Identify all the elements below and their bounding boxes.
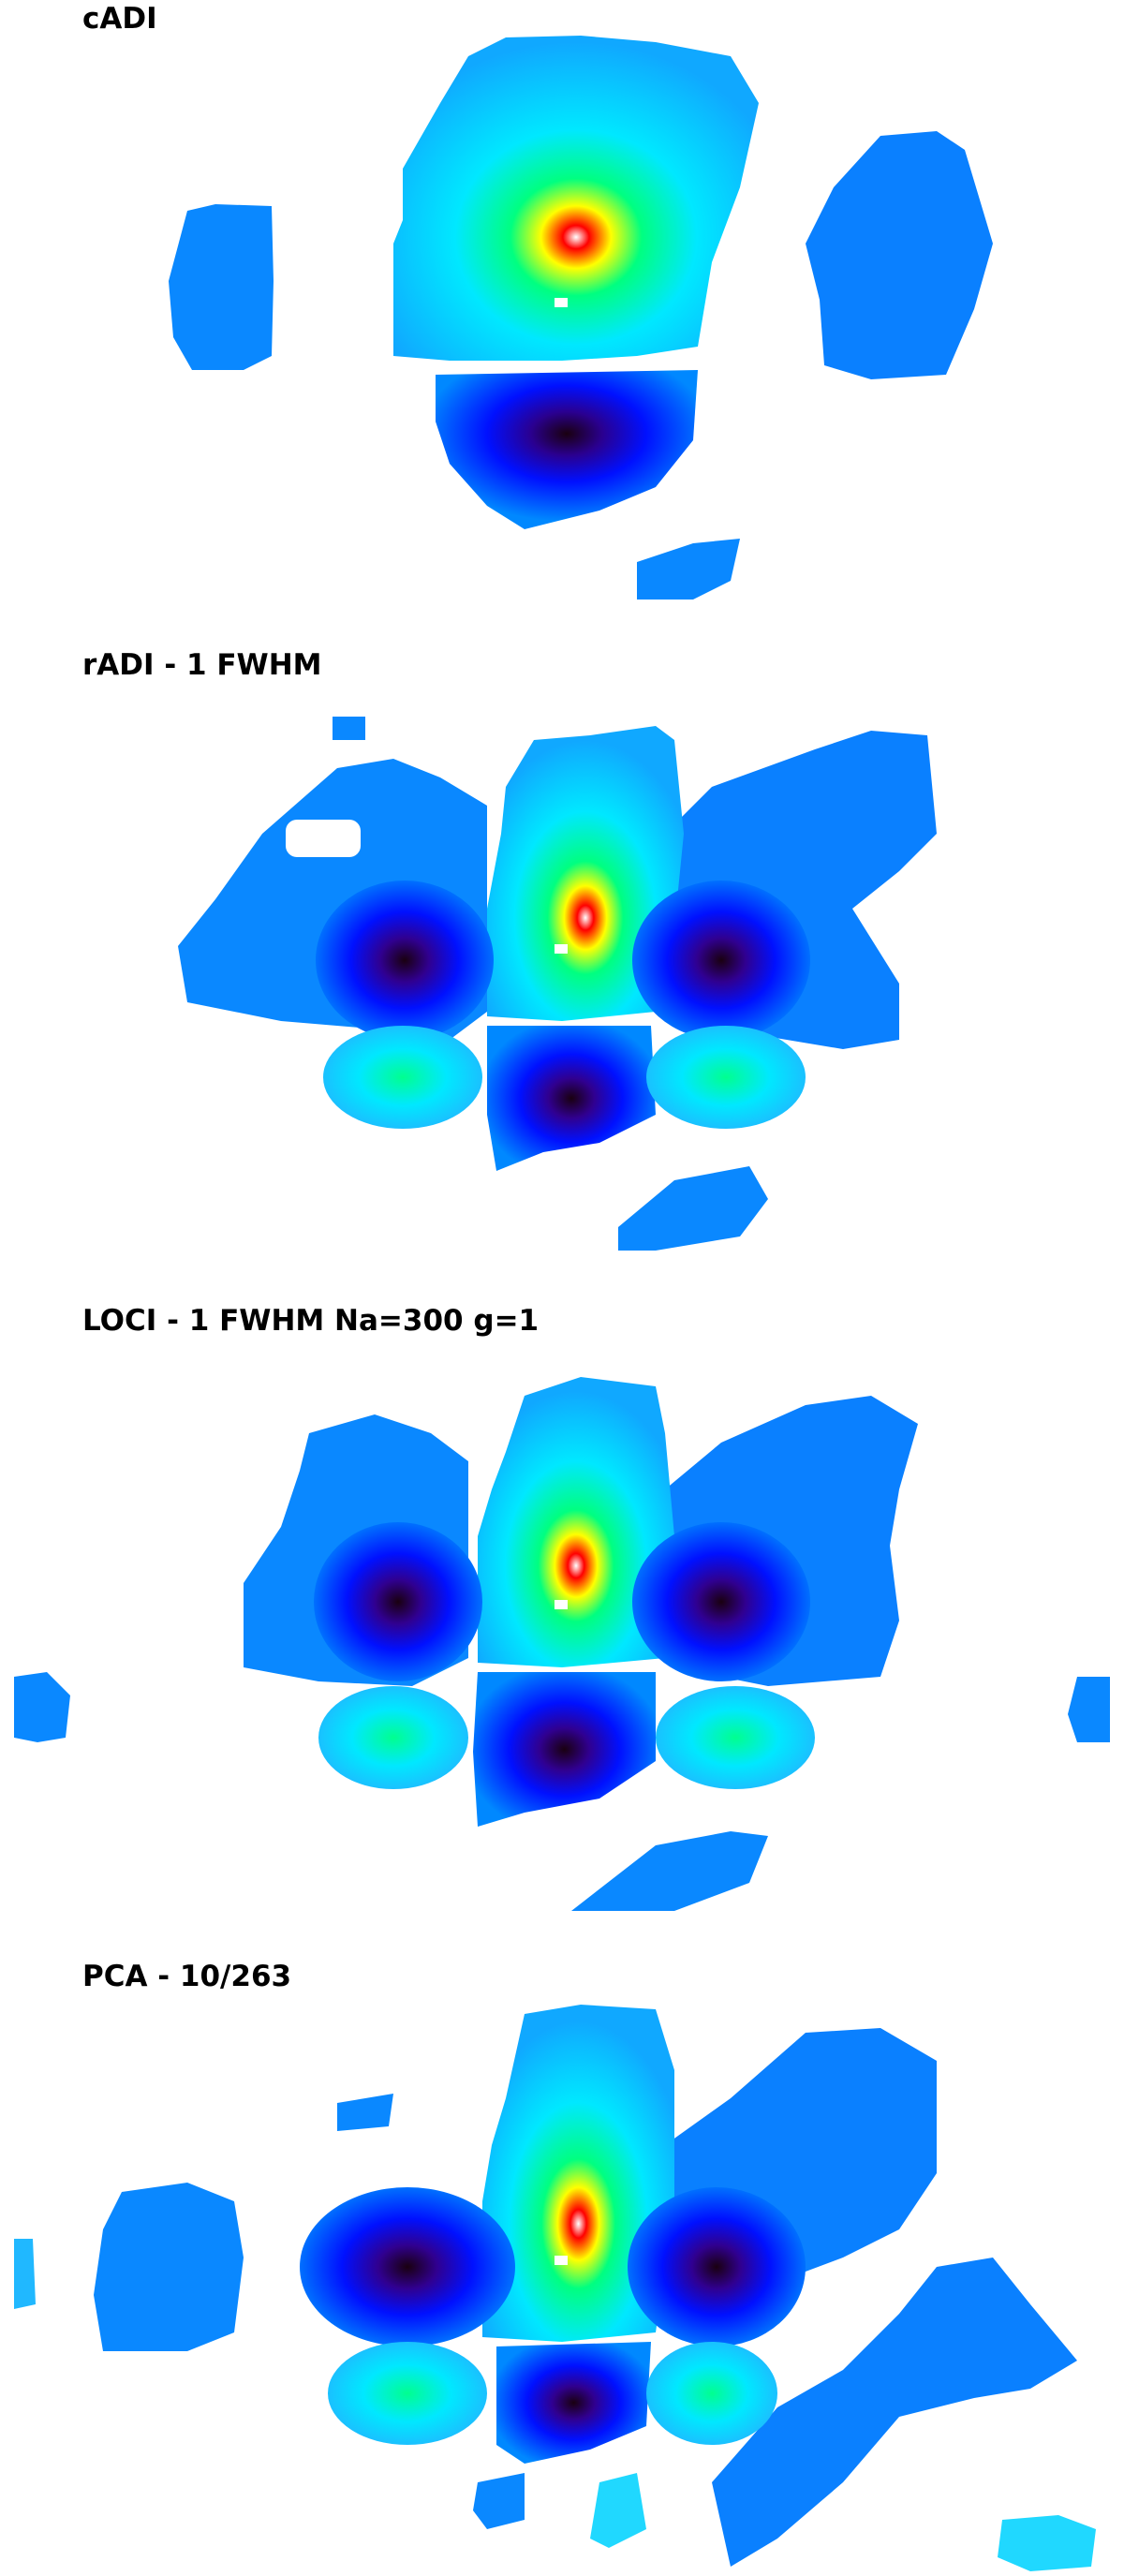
residual-map-cadi [169,36,993,600]
peak-pixel [555,2256,568,2265]
positive-lobe-bottom-right [646,1026,806,1129]
bottom-blob-left [473,2473,525,2529]
small-blob [333,717,365,740]
peak-pixel [555,944,568,954]
bottom-blob-cyan [590,2473,646,2548]
panel-cadi: cADI [0,0,1124,656]
panel-title: PCA - 10/263 [82,1960,292,1993]
bottom-blob [637,539,740,600]
negative-lobe-right [632,881,810,1040]
edge-blob-right [1068,1677,1110,1742]
positive-lobe-bottom-right [656,1686,815,1789]
panel-title: cADI [82,2,157,36]
positive-lobe [393,36,759,361]
panel-pca: PCA - 10/263 [0,1958,1124,2576]
small-blob-top [337,2094,393,2131]
outer-halo-bottom-right [712,2258,1077,2567]
bottom-blob [618,1166,768,1251]
residual-map-loci [14,1377,1110,1911]
positive-lobe [478,1377,674,1667]
positive-lobe-bottom-left [323,1026,482,1129]
edge-blob-left [14,2239,36,2309]
corner-blob [998,2515,1096,2571]
positive-lobe [482,2005,674,2342]
panel-radi: rADI - 1 FWHM [0,646,1124,1302]
negative-lobe-right [628,2187,806,2347]
negative-lobe-left [316,881,494,1040]
peak-pixel [555,298,568,307]
negative-lobe-bottom [473,1672,656,1827]
right-blob [806,131,993,379]
left-blob [169,204,274,370]
residual-map-radi [178,717,937,1251]
negative-lobe-left [314,1522,482,1681]
bottom-blob [571,1831,768,1911]
panel-loci: LOCI - 1 FWHM Na=300 g=1 [0,1302,1124,1958]
negative-lobe-bottom [487,1026,656,1171]
halo-hole [286,820,361,857]
positive-lobe-bottom-right [646,2342,777,2445]
positive-lobe-bottom-left [328,2342,487,2445]
edge-blob-left [14,1672,70,1742]
left-blob [94,2183,244,2351]
negative-lobe-right [632,1522,810,1681]
residual-map-pca [14,2005,1096,2571]
panel-title: rADI - 1 FWHM [82,648,322,682]
peak-pixel [555,1600,568,1609]
negative-lobe-bottom [496,2342,651,2464]
positive-lobe-bottom-left [318,1686,468,1789]
negative-lobe [436,370,698,529]
negative-lobe-left [300,2187,515,2347]
panel-title: LOCI - 1 FWHM Na=300 g=1 [82,1304,540,1338]
